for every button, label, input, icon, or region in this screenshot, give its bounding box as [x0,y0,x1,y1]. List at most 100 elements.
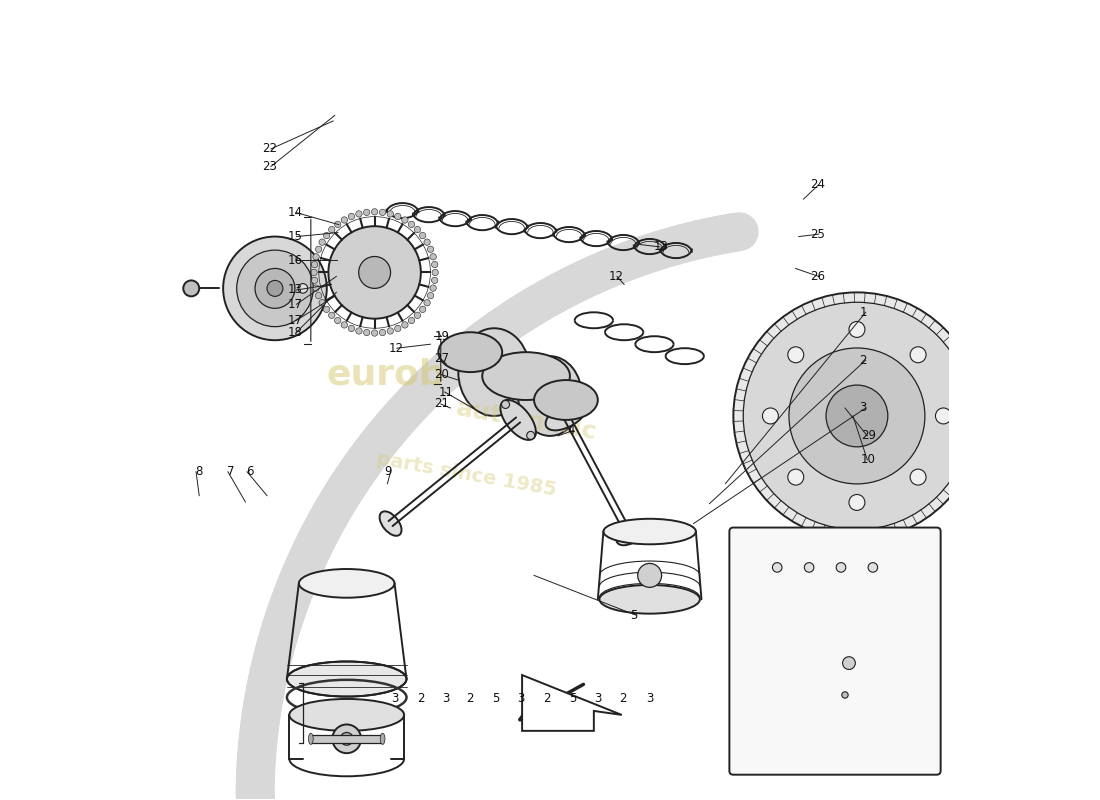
Circle shape [762,408,779,424]
Text: 27: 27 [434,352,450,365]
Circle shape [341,322,348,328]
Circle shape [223,237,327,340]
Circle shape [312,254,319,260]
Circle shape [826,385,888,447]
Text: 29: 29 [861,430,876,442]
Ellipse shape [459,328,530,416]
Circle shape [363,209,370,215]
Circle shape [316,246,322,253]
Circle shape [836,562,846,572]
Text: 12: 12 [608,270,624,283]
Text: 13: 13 [288,283,302,297]
Circle shape [910,347,926,362]
Text: 6: 6 [246,466,253,478]
Circle shape [804,562,814,572]
Circle shape [372,209,377,215]
Bar [311,735,383,743]
Text: 12: 12 [388,342,404,354]
Text: automatic: automatic [454,397,600,445]
Circle shape [415,226,420,233]
Text: 2: 2 [417,693,425,706]
Circle shape [402,217,408,223]
Text: 10: 10 [861,454,876,466]
Text: 3: 3 [442,693,449,706]
Circle shape [935,408,952,424]
Circle shape [402,322,408,328]
Text: 18: 18 [288,326,302,338]
Circle shape [332,725,361,753]
Ellipse shape [535,380,597,420]
Circle shape [868,562,878,572]
Circle shape [298,284,308,293]
Circle shape [334,221,341,227]
Circle shape [329,226,421,318]
Text: 5: 5 [569,693,576,706]
Circle shape [428,293,433,299]
Bar [821,726,838,735]
Circle shape [431,262,438,268]
Text: 24: 24 [810,178,825,191]
Circle shape [387,210,394,217]
Circle shape [319,299,326,306]
Circle shape [849,322,865,338]
Text: 15: 15 [288,230,302,243]
Ellipse shape [518,356,582,436]
Circle shape [849,494,865,510]
Ellipse shape [500,400,536,440]
Ellipse shape [299,569,395,598]
Circle shape [395,326,402,332]
Text: 3: 3 [390,693,398,706]
Ellipse shape [287,662,407,697]
Circle shape [734,292,980,539]
Text: 17: 17 [288,298,302,311]
Text: 2: 2 [466,693,474,706]
Circle shape [431,277,438,283]
Circle shape [363,330,370,336]
Circle shape [843,657,856,670]
FancyBboxPatch shape [729,527,940,774]
Circle shape [255,269,295,308]
Text: 20: 20 [434,368,449,381]
Circle shape [323,232,330,238]
Circle shape [842,692,848,698]
Ellipse shape [379,511,401,536]
Circle shape [419,232,426,238]
Circle shape [395,214,402,220]
Text: 3: 3 [518,693,525,706]
Text: 2: 2 [543,693,551,706]
Circle shape [502,401,509,409]
Circle shape [329,226,336,233]
Circle shape [311,262,318,268]
Text: 17: 17 [288,314,302,326]
Circle shape [312,285,319,291]
Circle shape [428,246,433,253]
Circle shape [744,302,970,530]
Text: 13: 13 [653,241,669,254]
Circle shape [334,318,341,324]
Circle shape [430,254,437,260]
Circle shape [311,270,317,276]
Polygon shape [522,675,622,731]
Circle shape [236,250,314,326]
Circle shape [316,293,322,299]
Circle shape [638,563,661,587]
Circle shape [341,217,348,223]
Circle shape [419,306,426,313]
Circle shape [267,281,283,296]
Text: 11: 11 [439,386,453,398]
Circle shape [910,469,926,485]
Text: 21: 21 [434,398,450,410]
Circle shape [387,328,394,334]
Text: 7: 7 [227,466,234,478]
Circle shape [355,328,362,334]
Text: 5: 5 [492,693,499,706]
Ellipse shape [308,734,314,744]
Circle shape [772,562,782,572]
Text: 22: 22 [263,142,277,155]
Circle shape [788,347,804,362]
Circle shape [355,210,362,217]
Ellipse shape [616,526,642,546]
Ellipse shape [184,281,199,296]
Circle shape [432,270,439,276]
Text: 9: 9 [384,466,392,478]
